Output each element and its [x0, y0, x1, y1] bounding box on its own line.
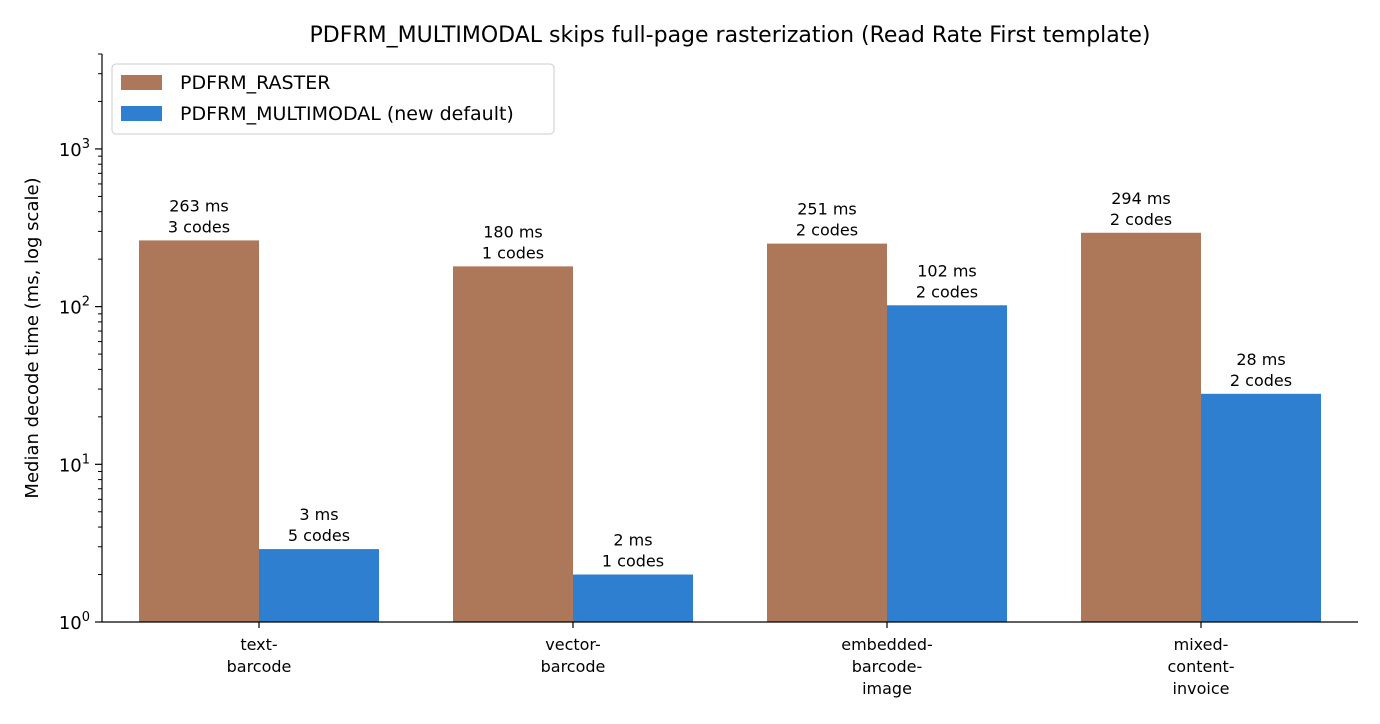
x-tick-label: mixed-: [1174, 635, 1229, 654]
x-tick-label: invoice: [1173, 679, 1230, 698]
data-label: 3 codes: [168, 217, 230, 236]
data-label: 2 codes: [1230, 371, 1292, 390]
x-tick-label: barcode: [541, 657, 606, 676]
bar-raster: [1081, 232, 1201, 622]
x-tick-label: text-: [240, 635, 277, 654]
x-tick-label: content-: [1167, 657, 1234, 676]
x-tick-label: barcode: [227, 657, 292, 676]
x-tick-label: image: [862, 679, 912, 698]
data-label: 2 codes: [916, 282, 978, 301]
data-label: 251 ms: [797, 200, 857, 219]
data-label: 2 ms: [613, 531, 652, 550]
data-label: 5 codes: [288, 526, 350, 545]
data-label: 294 ms: [1111, 189, 1171, 208]
bar-multimodal: [887, 305, 1007, 622]
bar-raster: [139, 240, 259, 622]
y-tick-label: 100: [59, 610, 90, 634]
bar-multimodal: [573, 574, 693, 622]
y-tick-label: 101: [59, 452, 90, 476]
x-tick-label: barcode-: [852, 657, 923, 676]
data-label: 28 ms: [1236, 350, 1285, 369]
chart-title: PDFRM_MULTIMODAL skips full-page rasteri…: [310, 23, 1151, 48]
y-tick-label: 103: [59, 137, 90, 161]
legend-label: PDFRM_RASTER: [180, 72, 330, 94]
data-label: 2 codes: [796, 221, 858, 240]
data-label: 3 ms: [299, 505, 338, 524]
legend-label: PDFRM_MULTIMODAL (new default): [180, 103, 514, 125]
bar-raster: [453, 266, 573, 622]
data-label: 180 ms: [483, 222, 543, 241]
bar-multimodal: [259, 549, 379, 622]
legend-swatch: [121, 106, 162, 121]
y-tick-label: 102: [59, 295, 90, 319]
bar-multimodal: [1201, 393, 1321, 622]
x-tick-label: embedded-: [841, 635, 933, 654]
data-label: 2 codes: [1110, 210, 1172, 229]
legend-swatch: [121, 75, 162, 90]
data-label: 1 codes: [482, 243, 544, 262]
data-label: 102 ms: [917, 261, 977, 280]
x-tick-label: vector-: [545, 635, 601, 654]
data-label: 263 ms: [169, 196, 229, 215]
y-axis-label: Median decode time (ms, log scale): [22, 177, 43, 498]
bar-raster: [767, 243, 887, 623]
data-label: 1 codes: [602, 552, 664, 571]
legend-box: [111, 63, 555, 135]
